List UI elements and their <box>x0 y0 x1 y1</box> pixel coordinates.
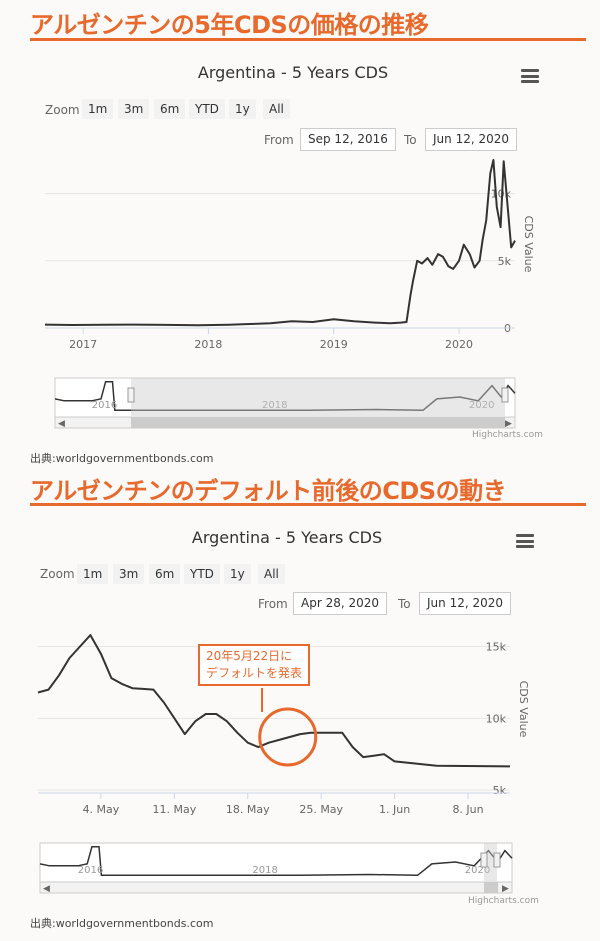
zoom-button-1m[interactable]: 1m <box>82 99 114 119</box>
from-label: From <box>258 597 288 611</box>
scroll-right-arrow: ▶ <box>505 419 512 429</box>
x-tick-label: 2018 <box>194 338 222 351</box>
x-tick-label: 2017 <box>69 338 97 351</box>
series-line <box>37 634 511 768</box>
from-date-input[interactable]: Apr 28, 2020 <box>293 592 388 615</box>
x-tick-label: 2020 <box>445 338 473 351</box>
chart-title: Argentina - 5 Years CDS <box>197 63 389 82</box>
zoom-button-3m[interactable]: 3m <box>118 99 150 119</box>
y-tick-label: 10k <box>486 712 507 725</box>
scrollbar-thumb <box>484 882 498 893</box>
from-date-input[interactable]: Sep 12, 2016 <box>300 128 396 151</box>
section-cds-history: アルゼンチンの5年CDSの価格の推移 Argentina - 5 Years C… <box>0 0 600 470</box>
zoom-button-all[interactable]: All <box>258 564 285 584</box>
zoom-button-6m[interactable]: 6m <box>154 99 186 119</box>
highcharts-credits[interactable]: Highcharts.com <box>468 896 539 906</box>
y-axis-title: CDS Value <box>522 216 535 273</box>
x-tick-label: 8. Jun <box>452 803 483 816</box>
navigator-year-label: 2018 <box>252 865 277 876</box>
zoom-button-1y[interactable]: 1y <box>229 99 256 119</box>
zoom-button-ytd[interactable]: YTD <box>184 564 220 584</box>
zoom-button-6m[interactable]: 6m <box>149 564 181 584</box>
zoom-label: Zoom <box>45 103 80 117</box>
navigator-selection <box>131 378 505 416</box>
x-tick-label: 2019 <box>320 338 348 351</box>
navigator-handle-right <box>493 852 501 868</box>
default-highlight-circle <box>258 707 318 767</box>
section-heading: アルゼンチンのデフォルト前後のCDSの動き <box>30 477 507 505</box>
x-tick-label: 11. May <box>152 803 196 816</box>
zoom-button-1m[interactable]: 1m <box>77 564 109 584</box>
scrollbar-track <box>39 881 513 894</box>
menu-icon[interactable] <box>521 69 539 83</box>
zoom-button-1y[interactable]: 1y <box>224 564 251 584</box>
navigator-series <box>39 846 513 877</box>
highcharts-credits[interactable]: Highcharts.com <box>472 430 543 440</box>
chart-title: Argentina - 5 Years CDS <box>191 528 383 547</box>
navigator-handle-left <box>480 852 488 868</box>
section-heading: アルゼンチンの5年CDSの価格の推移 <box>30 11 429 39</box>
scrollbar-thumb <box>131 417 505 428</box>
y-axis-title: CDS Value <box>517 681 530 738</box>
navigator-year-label: 2020 <box>465 865 490 876</box>
navigator-year-label: 2016 <box>92 400 117 411</box>
series-line <box>44 159 516 327</box>
source-note: 出典:worldgovernmentbonds.com <box>30 452 214 465</box>
to-label: To <box>398 597 411 611</box>
navigator-year-label: 2016 <box>78 865 103 876</box>
heading-rule <box>30 38 586 41</box>
y-tick-label: 5k <box>498 255 512 268</box>
default-callout: 20年5月22日に デフォルトを発表 <box>198 644 311 686</box>
navigator-handle-right <box>501 387 509 403</box>
heading-rule <box>30 503 586 506</box>
zoom-button-all[interactable]: All <box>263 99 290 119</box>
navigator-year-label: 2018 <box>262 400 287 411</box>
x-tick-label: 25. May <box>299 803 343 816</box>
x-tick-label: 18. May <box>226 803 270 816</box>
navigator-year-label: 2020 <box>469 400 494 411</box>
scroll-right-arrow: ▶ <box>502 884 509 894</box>
to-date-input[interactable]: Jun 12, 2020 <box>425 128 518 151</box>
y-tick-label: 5k <box>493 784 507 797</box>
callout-line-1: 20年5月22日に <box>206 649 293 663</box>
to-label: To <box>404 133 417 147</box>
source-note: 出典:worldgovernmentbonds.com <box>30 917 214 930</box>
zoom-button-3m[interactable]: 3m <box>113 564 145 584</box>
scroll-left-arrow: ◀ <box>58 419 65 429</box>
zoom-button-ytd[interactable]: YTD <box>189 99 225 119</box>
callout-line-2: デフォルトを発表 <box>206 666 303 680</box>
navigator-series <box>54 381 516 412</box>
menu-icon[interactable] <box>516 534 534 548</box>
to-date-input[interactable]: Jun 12, 2020 <box>419 592 512 615</box>
x-tick-label: 4. May <box>83 803 120 816</box>
from-label: From <box>264 133 294 147</box>
x-tick-label: 1. Jun <box>379 803 410 816</box>
scroll-left-arrow: ◀ <box>43 884 50 894</box>
zoom-label: Zoom <box>40 567 75 581</box>
y-tick-label: 15k <box>486 641 507 654</box>
navigator-handle-left <box>127 387 135 403</box>
